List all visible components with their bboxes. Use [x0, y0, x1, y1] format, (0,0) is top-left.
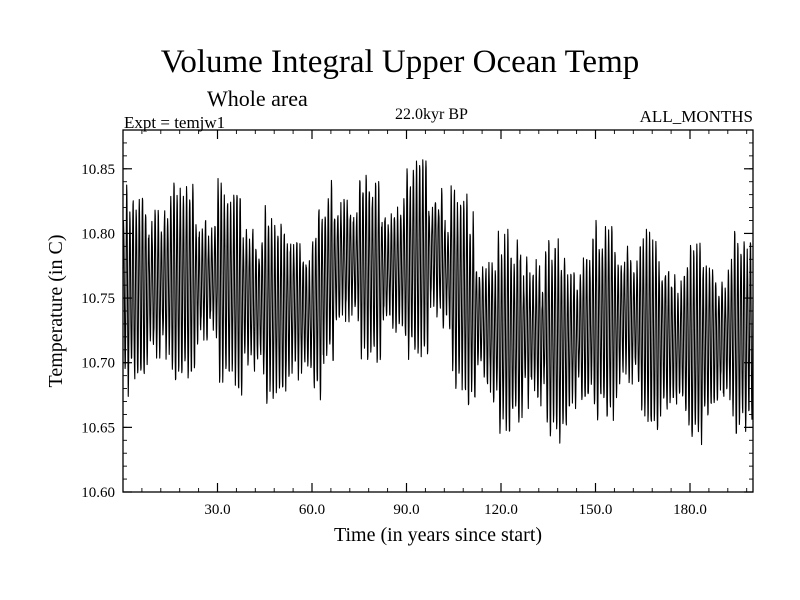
x-tick-label: 60.0: [299, 502, 325, 518]
y-tick-label: 10.80: [81, 226, 115, 242]
experiment-label: Expt = temjw1: [124, 113, 226, 132]
x-tick-label: 150.0: [579, 502, 613, 518]
y-tick-label: 10.85: [81, 162, 115, 178]
chart-title: Volume Integral Upper Ocean Temp: [160, 44, 640, 80]
x-tick-label: 180.0: [673, 502, 707, 518]
x-axis-label: Time (in years since start): [334, 524, 542, 546]
period-label: 22.0kyr BP: [395, 106, 468, 123]
x-tick-label: 30.0: [204, 502, 230, 518]
y-axis-label: Temperature (in C): [45, 235, 67, 388]
x-tick-label: 90.0: [393, 502, 419, 518]
chart-subtitle: Whole area: [207, 86, 308, 111]
axes-layer: 10.60 10.65 10.70 10.75 10.80 10.85 30.0 60.0 90…: [81, 129, 753, 518]
months-label: ALL_MONTHS: [639, 107, 753, 126]
y-tick-label: 10.60: [81, 485, 115, 501]
x-tick-label: 120.0: [484, 502, 518, 518]
y-tick-label: 10.75: [81, 291, 115, 307]
series-layer: [122, 159, 754, 446]
temperature-series-line: [122, 159, 754, 446]
y-tick-label: 10.65: [81, 420, 115, 436]
y-tick-label: 10.70: [81, 356, 115, 372]
